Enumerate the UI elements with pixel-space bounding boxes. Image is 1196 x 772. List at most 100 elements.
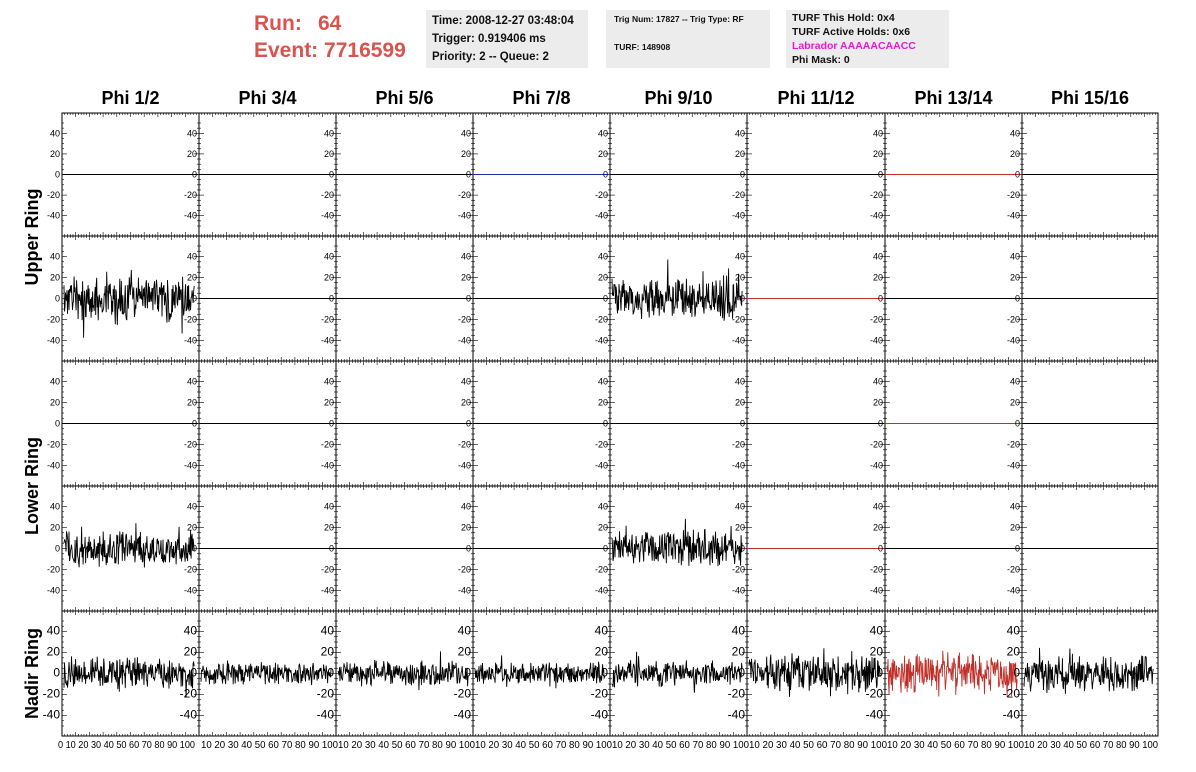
y-tick-label: 20	[1010, 273, 1020, 283]
y-tick-label: -20	[595, 315, 608, 325]
y-tick-label: 20	[461, 149, 471, 159]
y-tick-label: 20	[187, 149, 197, 159]
y-tick-label: 40	[324, 502, 334, 512]
y-tick-label: -20	[870, 440, 883, 450]
y-tick-label: 0	[466, 294, 471, 304]
phi-mask-text: Phi Mask: 0	[792, 54, 850, 66]
y-tick-label: -40	[184, 461, 197, 471]
y-tick-label: 0	[603, 419, 608, 429]
time-info-box: Time: 2008-12-27 03:48:04 Trigger: 0.919…	[426, 10, 588, 68]
y-tick-label: 0	[740, 544, 745, 554]
column-header: Phi 7/8	[512, 88, 570, 108]
y-tick-label: -20	[321, 315, 334, 325]
y-tick-label: -20	[47, 565, 60, 575]
y-tick-label: -20	[870, 315, 883, 325]
y-tick-label: -20	[1007, 190, 1020, 200]
y-tick-label: -20	[870, 190, 883, 200]
y-tick-label: 40	[735, 502, 745, 512]
ring-label: Upper Ring	[22, 189, 42, 286]
y-tick-label: -40	[184, 211, 197, 221]
y-tick-label: 0	[329, 419, 334, 429]
y-tick-label: -40	[870, 211, 883, 221]
y-tick-label: 40	[598, 128, 608, 138]
y-tick-label: 0	[466, 544, 471, 554]
y-tick-label: 0	[1015, 170, 1020, 180]
y-tick-label: 0	[878, 170, 883, 180]
y-tick-label: 20	[735, 398, 745, 408]
y-tick-label: -20	[732, 440, 745, 450]
y-tick-label: -20	[1007, 565, 1020, 575]
y-tick-label: -40	[458, 461, 471, 471]
y-tick-label: 40	[187, 128, 197, 138]
y-tick-label: 40	[1010, 252, 1020, 262]
y-tick-label: 0	[603, 170, 608, 180]
y-tick-label: 40	[324, 377, 334, 387]
y-tick-label: 40	[324, 252, 334, 262]
y-tick-label: 40	[324, 128, 334, 138]
y-tick-label: 40	[873, 377, 883, 387]
y-tick-label: 40	[187, 252, 197, 262]
y-tick-label: 0	[603, 544, 608, 554]
y-tick-label: -40	[458, 336, 471, 346]
y-tick-label: 20	[1010, 523, 1020, 533]
y-tick-label: -20	[732, 565, 745, 575]
y-tick-label: 40	[1010, 128, 1020, 138]
y-tick-label: -20	[47, 440, 60, 450]
y-tick-label: -20	[732, 190, 745, 200]
y-tick-label: -40	[870, 461, 883, 471]
y-tick-label: 0	[329, 294, 334, 304]
y-tick-label: 0	[466, 419, 471, 429]
y-tick-label: 0	[1015, 544, 1020, 554]
y-tick-label: -20	[321, 565, 334, 575]
y-tick-label: -40	[321, 211, 334, 221]
y-tick-label: 0	[603, 294, 608, 304]
y-tick-label: 0	[192, 419, 197, 429]
y-tick-label: 20	[735, 273, 745, 283]
y-tick-label: 20	[461, 273, 471, 283]
trig-info-box: Trig Num: 17827 -- Trig Type: RF TURF: 1…	[606, 10, 770, 68]
time-text: Time: 2008-12-27 03:48:04	[432, 15, 574, 27]
y-tick-label: -20	[47, 315, 60, 325]
ring-label: Lower Ring	[22, 437, 42, 535]
y-tick-label: -20	[458, 315, 471, 325]
ring-label: Nadir Ring	[22, 628, 42, 719]
y-tick-label: 40	[598, 502, 608, 512]
y-tick-label: -20	[321, 440, 334, 450]
y-tick-label: 20	[598, 523, 608, 533]
y-tick-label: 20	[1010, 398, 1020, 408]
y-tick-label: 40	[598, 252, 608, 262]
y-tick-label: -20	[1007, 315, 1020, 325]
y-tick-label: 0	[1015, 419, 1020, 429]
y-tick-label: -40	[732, 336, 745, 346]
y-tick-label: 0	[878, 294, 883, 304]
y-tick-label: 40	[598, 377, 608, 387]
y-tick-label: -40	[1007, 336, 1020, 346]
y-tick-label: 0	[55, 419, 60, 429]
column-header: Phi 9/10	[644, 88, 712, 108]
waveform-trace	[63, 523, 195, 568]
y-tick-label: -20	[595, 565, 608, 575]
y-tick-label: 0	[878, 544, 883, 554]
y-tick-label: 20	[187, 398, 197, 408]
y-tick-label: 20	[50, 273, 60, 283]
y-tick-label: 20	[873, 523, 883, 533]
y-tick-label: 0	[1015, 294, 1020, 304]
event-value: 7716599	[324, 39, 406, 62]
y-tick-label: -20	[184, 440, 197, 450]
y-tick-label: -40	[184, 336, 197, 346]
y-tick-label: -40	[47, 586, 60, 596]
y-tick-label: 20	[324, 523, 334, 533]
y-tick-label: 20	[461, 398, 471, 408]
y-tick-label: 40	[735, 252, 745, 262]
y-tick-label: -40	[1007, 461, 1020, 471]
y-tick-label: 0	[740, 294, 745, 304]
y-tick-label: -40	[1007, 586, 1020, 596]
y-tick-label: -40	[47, 336, 60, 346]
y-tick-label: 0	[55, 294, 60, 304]
y-tick-label: -20	[870, 565, 883, 575]
y-tick-label: -40	[321, 461, 334, 471]
y-tick-label: 40	[1010, 377, 1020, 387]
y-tick-label: -40	[47, 211, 60, 221]
y-tick-label: 0	[466, 170, 471, 180]
y-tick-label: -20	[595, 440, 608, 450]
